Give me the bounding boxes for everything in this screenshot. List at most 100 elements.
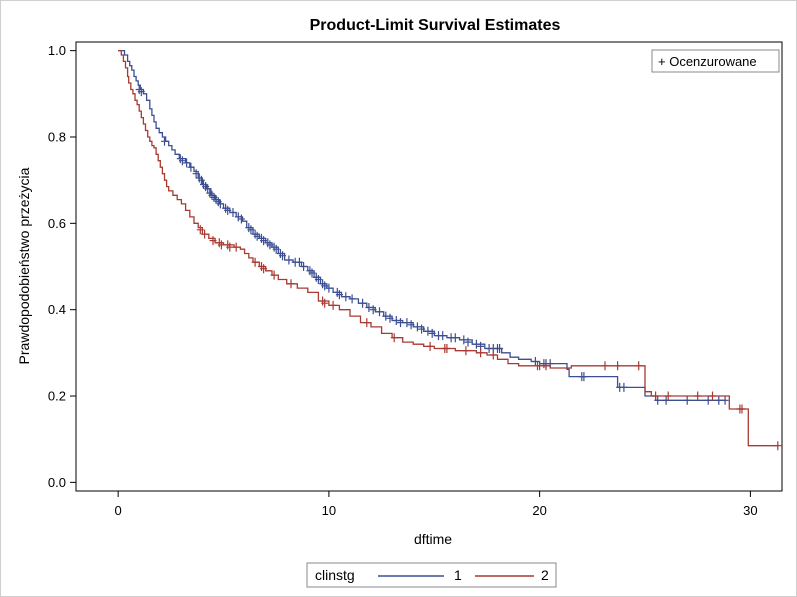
censored-mark-series-2 [390,333,398,343]
censored-mark-series-2 [774,441,782,451]
censored-mark-series-2 [738,404,746,414]
y-tick-label: 1.0 [48,43,66,58]
censored-mark-series-1 [382,311,390,321]
censored-legend-box [651,49,780,73]
censored-mark-series-1 [137,87,145,97]
censored-mark-series-1 [229,208,237,217]
censored-mark-series-2 [287,279,295,289]
censored-mark-series-1 [464,337,472,347]
x-tick-label: 20 [532,503,546,518]
legend-box [306,562,557,588]
censored-mark-series-1 [247,225,255,235]
censored-mark-series-1 [192,169,200,179]
censored-mark-series-1 [279,251,286,261]
censored-mark-series-1 [224,205,232,215]
censored-mark-series-1 [386,313,394,323]
x-axis: 0 10 20 30 [115,491,758,518]
censored-mark-series-1 [161,136,168,146]
y-tick-label: 0.0 [48,475,66,490]
censored-mark-series-1 [683,395,691,405]
censored-mark-series-2 [260,264,268,274]
censored-mark-series-2 [614,361,622,371]
censored-mark-series-2 [270,270,278,280]
censored-mark-series-1 [472,339,480,349]
censored-mark-series-1 [620,382,628,392]
censored-mark-series-2 [363,318,371,328]
censored-mark-series-2 [232,242,240,252]
censored-mark-series-2 [426,341,434,351]
censored-mark-series-1 [715,395,723,405]
censored-mark-series-2 [209,236,217,246]
censored-mark-series-2 [709,391,716,401]
legend-label-series-2: 2 [541,567,549,583]
legend: clinstg 1 2 [306,562,557,588]
censored-mark-series-1 [496,344,504,353]
censored-mark-series-1 [359,298,367,308]
censored-mark-series-1 [460,335,468,345]
y-tick-label: 0.6 [48,216,66,231]
censored-mark-series-2 [196,225,204,235]
censored-mark-series-1 [260,236,268,246]
y-tick-label: 0.2 [48,389,66,404]
censored-mark-series-1 [413,322,421,332]
survival-line-series-2 [118,49,778,447]
censored-mark-series-1 [300,262,308,271]
censored-mark-series-2 [477,348,485,358]
censored-mark-series-2 [201,229,209,239]
chart-title: Product-Limit Survival Estimates [310,17,561,34]
censored-mark-series-2 [226,242,234,252]
censored-mark-series-1 [403,318,411,328]
y-axis-label: Prawdopodobieństwo przeżycia [16,167,32,364]
censored-mark-series-1 [187,162,195,172]
y-tick-label: 0.4 [48,302,66,317]
censored-mark-series-1 [376,307,383,317]
censored-mark-series-1 [365,303,373,312]
series-layer [118,49,782,451]
censored-mark-series-2 [443,344,451,353]
censored-mark-series-2 [694,391,702,401]
censored-legend: + Ocenzurowane [651,49,780,73]
x-tick-label: 0 [115,503,122,518]
censored-legend-label: + Ocenzurowane [658,54,757,69]
censored-mark-series-2 [664,391,672,401]
censored-mark-series-1 [397,318,404,328]
censored-mark-series-1 [308,268,316,278]
censored-mark-series-1 [721,395,729,405]
y-tick-label: 0.8 [48,129,66,144]
censored-mark-series-1 [369,305,377,315]
plot-frame [75,41,783,492]
censored-mark-series-1 [237,214,245,224]
censored-mark-series-1 [418,324,426,334]
censored-mark-series-2 [462,346,470,356]
x-tick-label: 30 [743,503,757,518]
censored-mark-series-2 [251,257,259,267]
censored-mark-series-2 [217,240,225,250]
legend-label-series-1: 1 [454,567,462,583]
censored-mark-series-1 [216,199,224,209]
series-2 [118,49,782,451]
censored-mark-series-2 [652,391,660,401]
censored-mark-series-1 [704,395,712,405]
censored-mark-series-1 [580,372,588,382]
censored-mark-series-1 [335,290,343,300]
censored-mark-series-1 [314,275,322,284]
y-axis: 0.0 0.2 0.4 0.6 0.8 1.0 [48,43,76,490]
censored-mark-series-1 [234,212,242,222]
censored-mark-series-1 [178,156,186,166]
censored-mark-series-2 [329,300,337,310]
censored-mark-series-2 [321,298,329,308]
censored-mark-series-2 [542,361,550,371]
censored-mark-series-1 [272,244,280,254]
x-axis-label: dftime [414,531,452,547]
censored-mark-series-1 [392,316,400,325]
censored-mark-series-1 [285,255,293,265]
censored-mark-series-1 [183,158,191,168]
legend-title: clinstg [315,567,355,583]
censored-mark-series-1 [439,331,447,341]
censored-mark-series-1 [407,320,415,330]
censored-mark-series-2 [601,361,609,371]
censored-mark-series-1 [253,231,261,241]
censored-mark-series-1 [321,281,329,291]
censored-mark-series-1 [342,292,350,302]
